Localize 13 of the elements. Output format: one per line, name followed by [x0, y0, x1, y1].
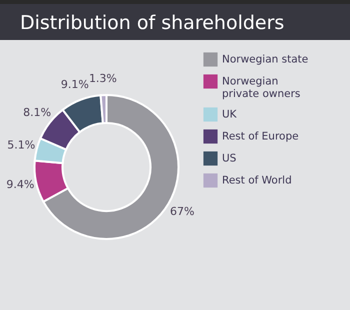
data-label: 9.4% — [6, 178, 34, 192]
legend-label: Norwegian private owners — [222, 76, 300, 100]
legend-label: Norwegian state — [222, 54, 308, 66]
legend-label: UK — [222, 108, 238, 120]
data-label: 67% — [170, 204, 194, 218]
data-label: 8.1% — [23, 106, 52, 119]
legend-label: Rest of World — [222, 174, 292, 186]
legend-label: US — [222, 152, 237, 164]
data-label: 9.1% — [60, 78, 89, 91]
data-label: 5.1% — [7, 138, 36, 152]
chart-title: Distribution of shareholders — [0, 0, 350, 40]
data-label: 1.3% — [88, 72, 117, 86]
legend-label: Rest of Europe — [222, 130, 299, 142]
